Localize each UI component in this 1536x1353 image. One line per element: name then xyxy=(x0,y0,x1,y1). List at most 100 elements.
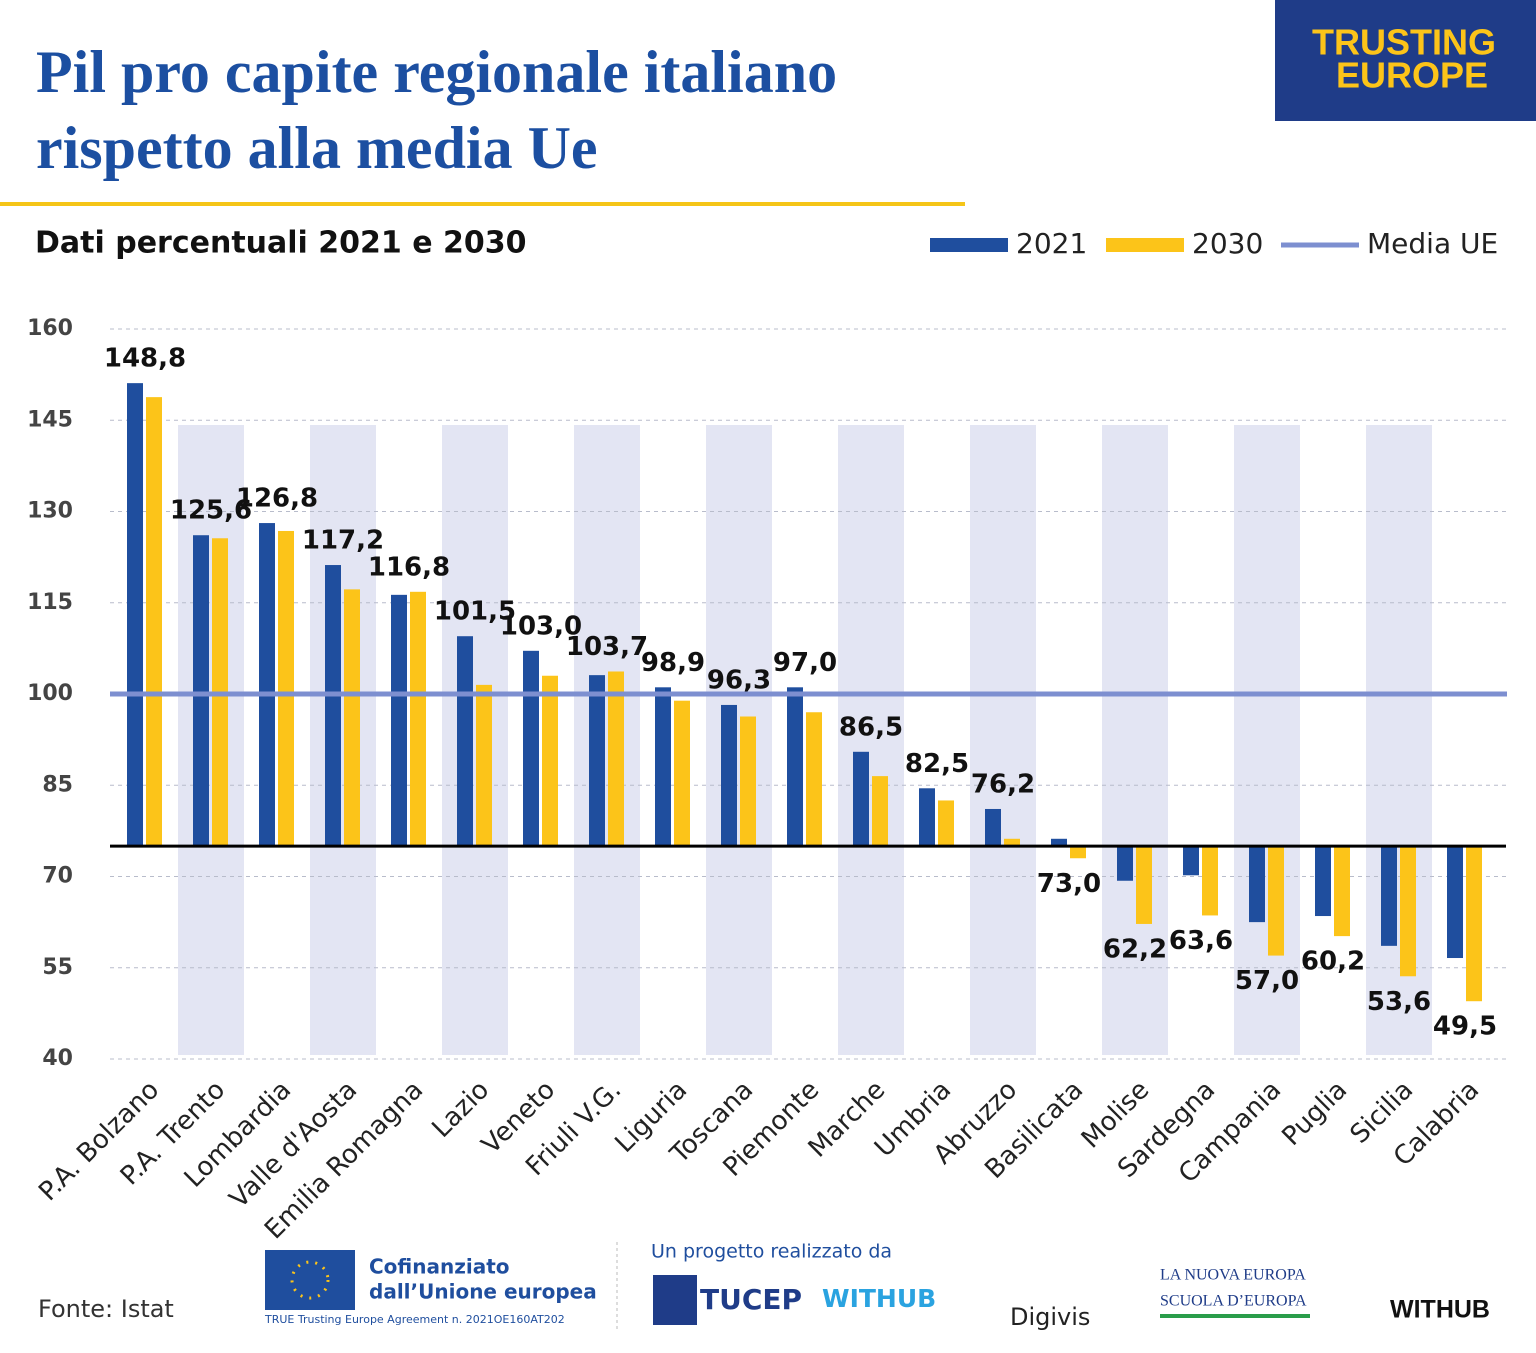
bar xyxy=(476,684,492,847)
legend-label: 2021 xyxy=(1016,227,1087,260)
bar xyxy=(985,808,1001,847)
data-label: 101,5 xyxy=(434,597,516,627)
data-label: 98,9 xyxy=(641,648,705,678)
y-tick-label: 130 xyxy=(27,499,73,524)
data-label: 57,0 xyxy=(1235,966,1299,996)
bar xyxy=(806,712,822,847)
data-label: 96,3 xyxy=(707,665,771,695)
data-label: 116,8 xyxy=(368,552,450,582)
data-label: 103,7 xyxy=(566,632,648,662)
logo-box xyxy=(1275,0,1536,121)
band-shade xyxy=(1366,425,1432,1055)
data-label: 117,2 xyxy=(302,526,384,556)
bar xyxy=(1202,846,1218,916)
eu-flag xyxy=(265,1250,355,1310)
data-label: 97,0 xyxy=(773,648,837,678)
bar xyxy=(674,700,690,847)
band-shade xyxy=(442,425,508,1055)
bar xyxy=(1183,846,1199,876)
bar xyxy=(1117,846,1133,881)
bar xyxy=(325,565,341,847)
data-label: 53,6 xyxy=(1367,987,1431,1017)
eu-text: dall’Unione europea xyxy=(369,1280,597,1304)
bar xyxy=(1466,846,1482,1002)
bar xyxy=(1447,846,1463,959)
bar xyxy=(919,788,935,847)
y-tick-label: 70 xyxy=(42,864,73,889)
bar xyxy=(193,535,209,847)
band-shade xyxy=(706,425,772,1055)
x-tick-label: Puglia xyxy=(1276,1075,1353,1152)
data-label: 49,5 xyxy=(1433,1012,1497,1042)
bar xyxy=(853,751,869,847)
bar xyxy=(146,397,162,847)
data-label: 62,2 xyxy=(1103,934,1167,964)
bar xyxy=(872,776,888,847)
y-tick-label: 145 xyxy=(27,407,73,432)
chart-title: Pil pro capite regionale italiano rispet… xyxy=(36,39,838,181)
y-tick-label: 85 xyxy=(42,772,73,797)
flag-stripe xyxy=(1160,1314,1310,1318)
partner-logo: LA NUOVA EUROPA xyxy=(1160,1267,1306,1284)
y-tick-label: 100 xyxy=(27,681,73,706)
partner-logo: WITHUB xyxy=(1390,1296,1490,1324)
bar xyxy=(1070,846,1086,859)
data-label: 125,6 xyxy=(170,496,252,526)
data-label: 103,0 xyxy=(500,611,582,641)
bar xyxy=(1136,846,1152,924)
bar xyxy=(1051,838,1067,847)
bar xyxy=(1315,846,1331,917)
y-tick-label: 40 xyxy=(42,1046,73,1071)
band-shade xyxy=(970,425,1036,1055)
bar xyxy=(721,704,737,847)
bar xyxy=(1400,846,1416,977)
bar xyxy=(655,687,671,847)
bar xyxy=(523,650,539,847)
legend-label: Media UE xyxy=(1367,227,1498,260)
subtitle: Dati percentuali 2021 e 2030 xyxy=(35,226,527,261)
data-label: 73,0 xyxy=(1037,869,1101,899)
data-label: 82,5 xyxy=(905,749,969,779)
bar xyxy=(1334,846,1350,937)
partner-logo: Digivis xyxy=(1010,1303,1090,1331)
y-tick-label: 160 xyxy=(27,316,73,341)
partner-logo: SCUOLA D’EUROPA xyxy=(1160,1293,1307,1310)
data-label: 86,5 xyxy=(839,712,903,742)
tucep-mark xyxy=(653,1275,697,1325)
bar xyxy=(542,675,558,847)
bar xyxy=(127,383,143,847)
bar xyxy=(787,687,803,847)
data-label: 60,2 xyxy=(1301,947,1365,977)
bar xyxy=(391,594,407,847)
data-label: 76,2 xyxy=(971,769,1035,799)
partner-logo: WITHUB xyxy=(822,1284,936,1313)
bar xyxy=(410,591,426,847)
bar xyxy=(278,530,294,847)
bar xyxy=(1249,846,1265,923)
bar xyxy=(589,675,605,847)
bar xyxy=(740,716,756,847)
data-label: 148,8 xyxy=(104,344,186,374)
bar xyxy=(608,671,624,847)
logo-text: TRUSTING xyxy=(1312,22,1496,63)
partner-logo: TUCEP xyxy=(700,1283,802,1316)
band-shade xyxy=(310,425,376,1055)
project-text: Un progetto realizzato da xyxy=(651,1241,892,1263)
logo-text: EUROPE xyxy=(1336,55,1488,96)
bar xyxy=(1004,838,1020,847)
bar xyxy=(259,523,275,847)
bar xyxy=(1381,846,1397,946)
band-shade xyxy=(1234,425,1300,1055)
y-tick-label: 55 xyxy=(42,955,73,980)
source: Fonte: Istat xyxy=(38,1295,174,1323)
y-tick-label: 115 xyxy=(27,590,73,615)
legend-label: 2030 xyxy=(1192,227,1263,260)
bar xyxy=(344,589,360,847)
band-shade xyxy=(574,425,640,1055)
agreement: TRUE Trusting Europe Agreement n. 2021OE… xyxy=(264,1313,565,1326)
band-shade xyxy=(838,425,904,1055)
data-label: 63,6 xyxy=(1169,926,1233,956)
